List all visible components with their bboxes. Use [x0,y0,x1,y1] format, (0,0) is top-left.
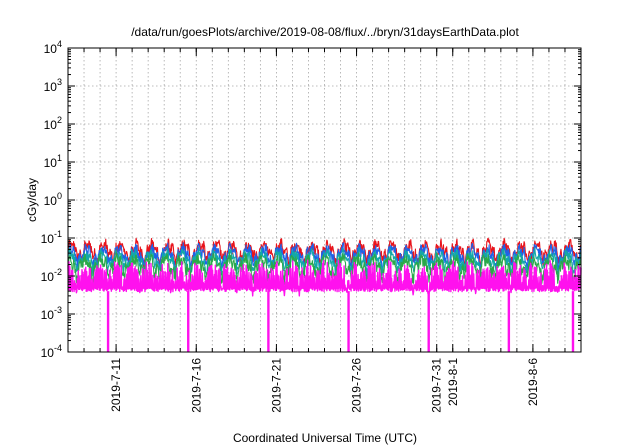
x-tick-label: 2019-7-26 [350,358,364,413]
grid [68,48,581,352]
data-gap-drop [187,291,190,352]
y-tick-label: 102 [44,115,62,132]
series-line [67,251,582,288]
data-gap-drop [427,291,430,352]
y-tick-label: 101 [44,153,62,170]
y-tick-label: 100 [44,191,62,208]
data-layer [67,237,582,352]
x-tick-label: 2019-7-16 [189,358,203,413]
chart-title: /data/run/goesPlots/archive/2019-08-08/f… [131,25,519,39]
x-axis-label: Coordinated Universal Time (UTC) [233,431,417,445]
series-line [67,259,582,297]
y-tick-label: 10-1 [41,229,62,246]
y-tick-label: 10-2 [41,267,62,284]
series-line [67,242,582,273]
data-gap-drop [507,291,511,352]
x-axis: 2019-7-11 2019-7-16 2019-7-21 2019-7-26 2019… [83,48,566,413]
y-axis-label: cGy/day [25,178,39,222]
data-gap-drop [267,291,270,352]
data-gap-drop [106,291,110,352]
data-gap-drop [571,291,575,352]
x-tick-label: 2019-7-31 [430,358,444,413]
y-axis: 10-4 10-3 10-2 10-1 100 101 102 103 104 [41,39,581,360]
data-gap-drop [347,291,350,352]
x-tick-label: 2019-8-6 [526,358,540,406]
series-line [67,247,582,278]
y-tick-label: 10-3 [41,305,62,322]
y-tick-label: 103 [44,77,62,94]
x-tick-label: 2019-8-1 [446,358,460,406]
y-tick-label: 104 [44,39,62,56]
x-tick-label: 2019-7-21 [269,358,283,413]
y-tick-label: 10-4 [41,343,62,360]
x-tick-label: 2019-7-11 [109,358,123,412]
